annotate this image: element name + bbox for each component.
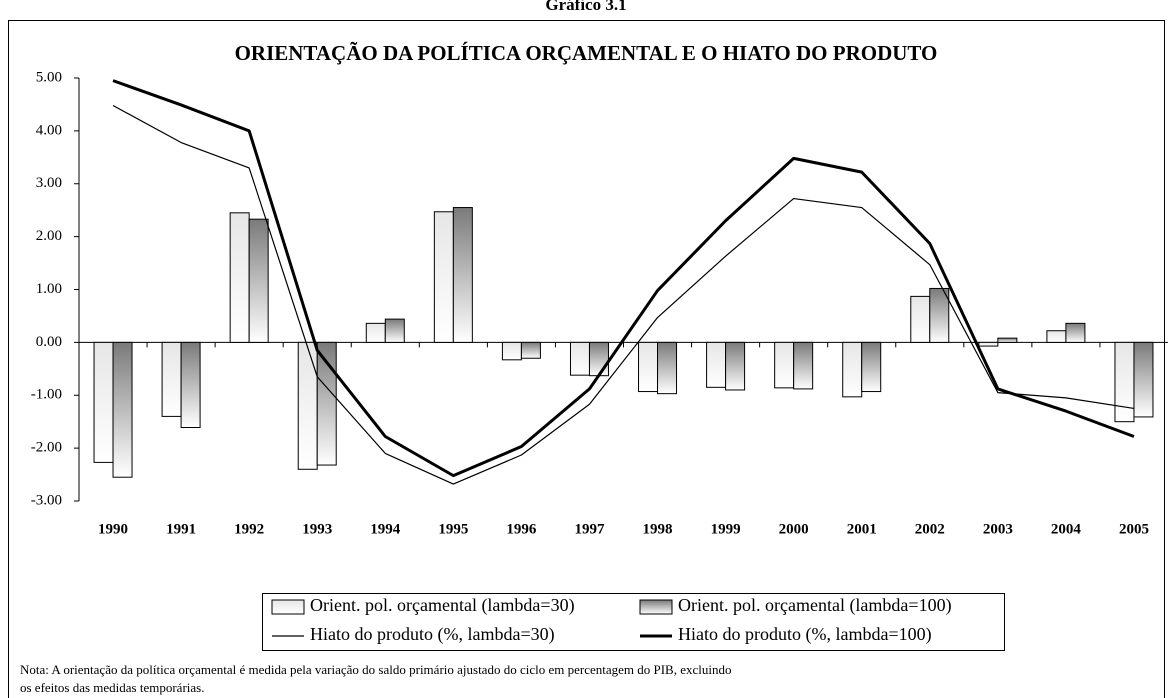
line xyxy=(112,79,1135,478)
legend-label: Hiato do produto (%, lambda=100) xyxy=(678,624,932,645)
x-tick-label: 1994 xyxy=(370,521,401,537)
bar xyxy=(180,341,201,429)
x-tick-label: 2004 xyxy=(1051,521,1082,537)
bar xyxy=(452,207,473,343)
line xyxy=(112,104,1135,485)
page-header: Gráfico 3.1 xyxy=(545,0,626,14)
bar xyxy=(569,341,590,376)
bar xyxy=(588,341,609,377)
bar xyxy=(384,318,405,343)
bar xyxy=(657,341,678,395)
legend-label: Hiato do produto (%, lambda=30) xyxy=(310,624,555,645)
bar xyxy=(297,341,318,470)
bar xyxy=(229,212,250,343)
bar xyxy=(997,337,1018,343)
bar xyxy=(501,341,522,361)
bar xyxy=(842,341,863,398)
y-tick-label: 0.00 xyxy=(36,334,62,350)
legend-swatch xyxy=(639,599,673,615)
bar xyxy=(774,341,795,389)
legend-swatch xyxy=(271,599,305,615)
bar xyxy=(1114,341,1135,423)
bar xyxy=(706,341,727,388)
legend-label: Orient. pol. orçamental (lambda=30) xyxy=(310,595,575,616)
bar xyxy=(1065,322,1086,343)
legend-label: Orient. pol. orçamental (lambda=100) xyxy=(678,595,952,616)
y-tick-label: -2.00 xyxy=(31,440,62,456)
bar xyxy=(112,341,133,478)
bar xyxy=(1046,330,1067,343)
legend-box xyxy=(262,593,1005,651)
note: Nota: A orientação da política orçamenta… xyxy=(20,662,732,677)
bar xyxy=(520,341,541,359)
bar xyxy=(725,341,746,391)
x-tick-label: 1993 xyxy=(302,521,332,537)
bar xyxy=(316,341,337,466)
y-tick-label: 5.00 xyxy=(36,69,62,85)
note: os efeitos das medidas temporárias. xyxy=(20,680,204,695)
x-tick-label: 1997 xyxy=(574,521,605,537)
bar xyxy=(433,211,454,343)
bar xyxy=(161,341,182,417)
y-tick-label: -3.00 xyxy=(31,492,62,508)
bar xyxy=(93,341,114,463)
bar xyxy=(638,341,659,393)
x-tick-label: 1991 xyxy=(166,521,196,537)
bar xyxy=(793,341,814,390)
x-tick-label: 1995 xyxy=(438,521,468,537)
bar xyxy=(1133,341,1154,418)
x-tick-label: 2003 xyxy=(983,521,1013,537)
x-tick-label: 1996 xyxy=(506,521,537,537)
y-tick-label: 1.00 xyxy=(36,281,62,297)
x-tick-label: 2001 xyxy=(847,521,877,537)
y-tick-label: -1.00 xyxy=(31,387,62,403)
frame xyxy=(8,20,1165,698)
bar xyxy=(861,341,882,393)
x-tick-label: 1992 xyxy=(234,521,264,537)
x-tick-label: 2000 xyxy=(779,521,809,537)
x-tick-label: 1990 xyxy=(98,521,128,537)
x-tick-label: 2005 xyxy=(1119,521,1149,537)
bar xyxy=(978,341,999,347)
bar xyxy=(929,287,950,343)
x-tick-label: 2002 xyxy=(915,521,945,537)
y-tick-label: 2.00 xyxy=(36,228,62,244)
x-tick-label: 1999 xyxy=(711,521,741,537)
bar xyxy=(248,218,269,343)
y-tick-label: 4.00 xyxy=(36,122,62,138)
chart-title: ORIENTAÇÃO DA POLÍTICA ORÇAMENTAL E O HI… xyxy=(235,41,938,65)
y-tick-label: 3.00 xyxy=(36,175,62,191)
bar xyxy=(910,295,931,343)
bar xyxy=(365,322,386,343)
x-tick-label: 1998 xyxy=(643,521,673,537)
